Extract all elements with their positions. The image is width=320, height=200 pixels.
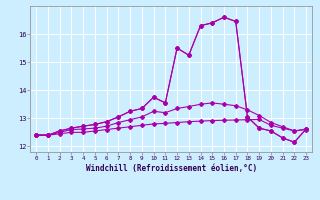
X-axis label: Windchill (Refroidissement éolien,°C): Windchill (Refroidissement éolien,°C): [86, 164, 257, 173]
